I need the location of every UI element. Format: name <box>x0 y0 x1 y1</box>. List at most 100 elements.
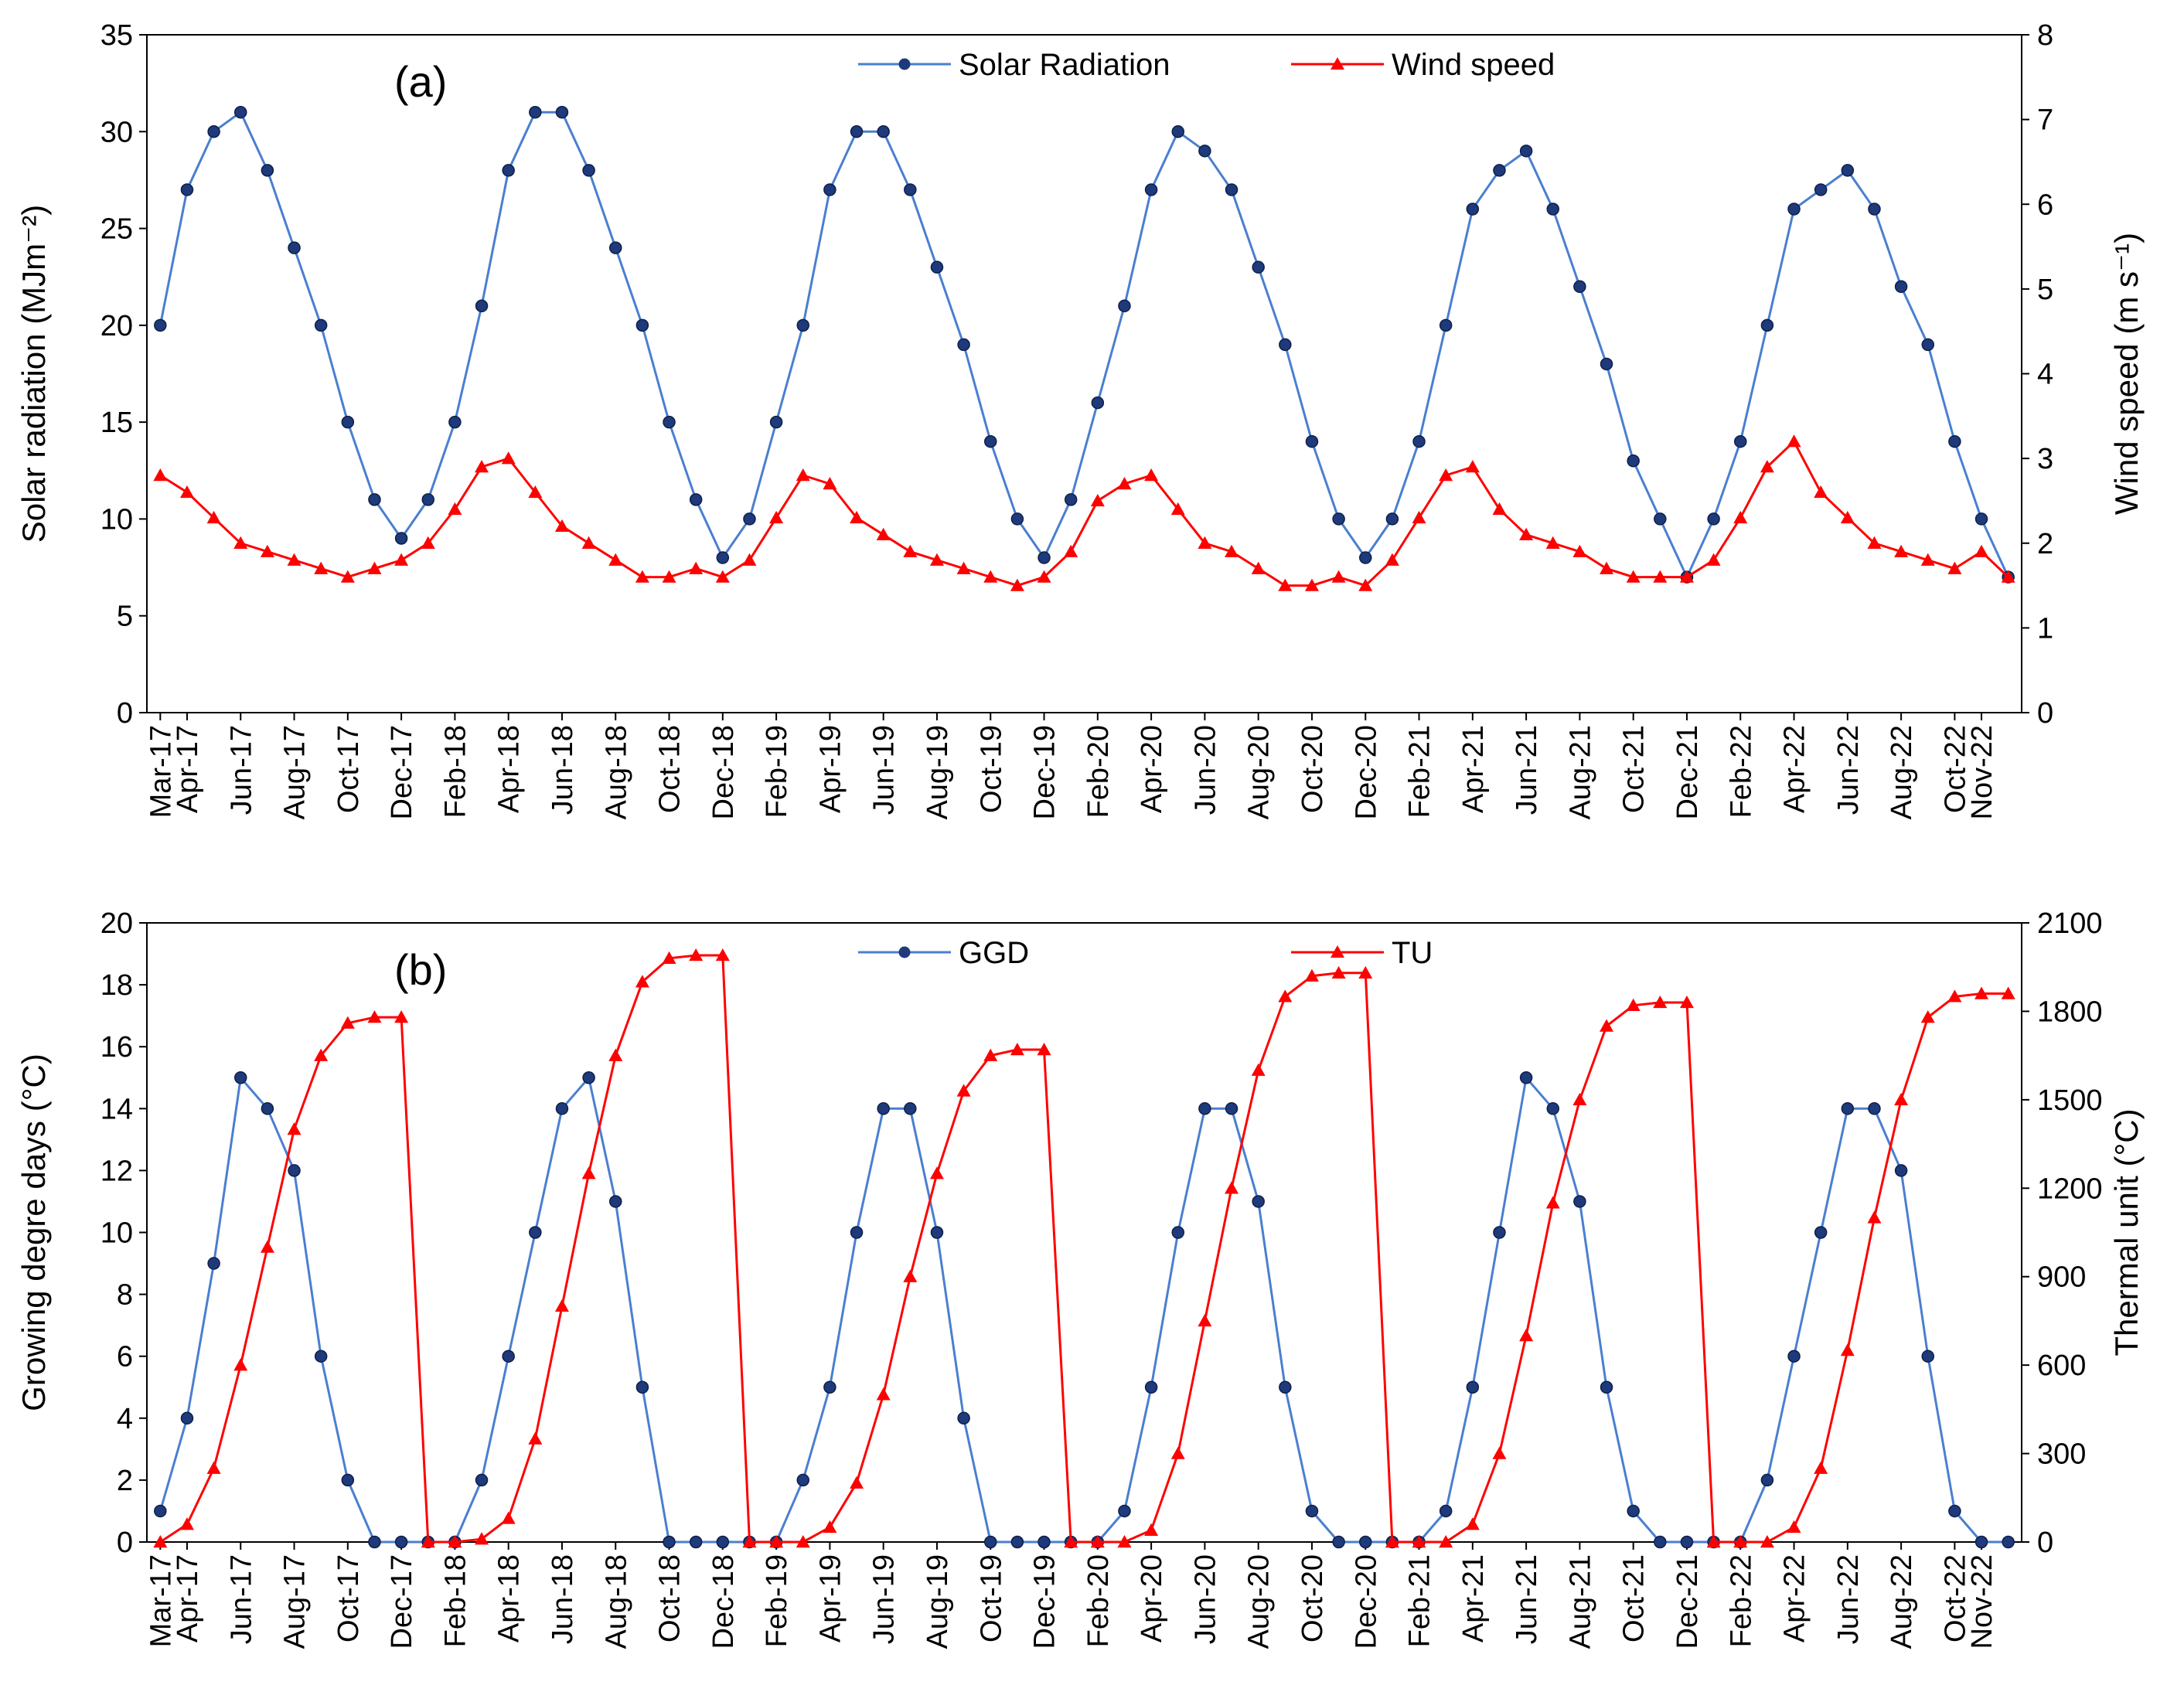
point <box>529 1226 542 1239</box>
x-tick-label: Aug-19 <box>922 725 954 820</box>
point <box>1037 1535 1051 1549</box>
point <box>1465 460 1480 473</box>
point <box>1894 280 1908 293</box>
point <box>1225 544 1239 557</box>
x-tick-label: Apr-22 <box>1779 725 1811 813</box>
point <box>1118 299 1131 313</box>
point <box>1412 434 1426 448</box>
legend-marker <box>898 58 911 70</box>
point <box>689 493 703 506</box>
y2-tick-label: 3 <box>2037 443 2053 475</box>
point <box>1010 1535 1024 1549</box>
x-tick-label: Apr-21 <box>1457 725 1490 813</box>
point <box>501 1511 516 1524</box>
point <box>2001 570 2015 583</box>
point <box>796 468 810 482</box>
point <box>1626 570 1641 583</box>
point <box>554 519 569 533</box>
x-tick-label: Dec-21 <box>1671 725 1704 820</box>
point <box>314 561 329 574</box>
y-tick-label: 0 <box>117 697 133 730</box>
y2-tick-label: 600 <box>2037 1350 2086 1382</box>
point <box>850 1476 864 1489</box>
x-tick-label: Apr-17 <box>172 1554 204 1642</box>
point <box>1760 1473 1774 1487</box>
point <box>715 948 730 962</box>
point <box>1144 1523 1159 1536</box>
series-line <box>158 1074 2009 1544</box>
x-tick-label: Dec-19 <box>1029 725 1061 820</box>
point <box>1198 1102 1211 1115</box>
point <box>1251 561 1266 574</box>
y2-tick-label: 300 <box>2037 1438 2086 1471</box>
point <box>1654 512 1667 526</box>
point <box>715 570 730 583</box>
point <box>850 125 864 138</box>
y2-tick-label: 2 <box>2037 528 2053 560</box>
x-tick-label: Jun-22 <box>1832 725 1865 815</box>
x-tick-label: Oct-21 <box>1618 725 1651 813</box>
point <box>662 570 676 583</box>
point <box>1010 1043 1024 1056</box>
point <box>1170 502 1185 516</box>
x-tick-label: Aug-17 <box>279 725 312 820</box>
point <box>1627 454 1640 468</box>
y-tick-label: 35 <box>101 19 133 52</box>
point <box>1572 1092 1587 1106</box>
point <box>689 561 704 574</box>
point <box>1412 510 1426 524</box>
point <box>956 1084 971 1097</box>
x-tick-label: Apr-19 <box>814 725 847 813</box>
point <box>555 1102 569 1115</box>
point <box>475 1532 489 1545</box>
point <box>877 125 890 138</box>
point <box>367 1010 382 1023</box>
point <box>608 553 623 566</box>
y-tick-label: 8 <box>117 1279 133 1312</box>
point <box>1492 502 1507 516</box>
y2-tick-label: 1500 <box>2037 1084 2103 1117</box>
y2-tick-label: 1 <box>2037 612 2053 645</box>
point <box>716 551 730 564</box>
point <box>1037 570 1051 583</box>
point <box>1760 1535 1774 1548</box>
point <box>1572 544 1587 557</box>
point <box>153 468 168 482</box>
y-tick-label: 10 <box>101 1217 133 1250</box>
point <box>877 1102 890 1115</box>
x-tick-label: Apr-17 <box>172 725 204 813</box>
point <box>1064 1535 1078 1548</box>
series-line <box>159 439 2009 587</box>
series-line <box>159 954 2009 1544</box>
x-tick-label: Apr-18 <box>493 1554 526 1642</box>
point <box>1894 544 1909 557</box>
point <box>1010 578 1024 591</box>
legend-marker <box>898 946 911 958</box>
x-tick-label: Aug-18 <box>600 725 632 820</box>
point <box>904 1102 917 1115</box>
x-tick-label: Dec-19 <box>1029 1554 1061 1649</box>
point <box>1493 1226 1506 1239</box>
plot-area <box>146 34 2022 713</box>
point <box>394 1535 408 1549</box>
x-tick-label: Apr-22 <box>1779 1554 1811 1642</box>
x-tick-label: Apr-19 <box>814 1554 847 1642</box>
point <box>1546 203 1559 216</box>
point <box>635 1380 649 1394</box>
y-tick-label: 10 <box>101 503 133 536</box>
point <box>1225 1102 1239 1115</box>
point <box>475 460 489 473</box>
point <box>742 553 757 566</box>
point <box>983 570 998 583</box>
x-tick-label: Feb-18 <box>439 1554 472 1647</box>
point <box>234 105 247 119</box>
point <box>288 1164 301 1177</box>
point <box>1144 468 1159 482</box>
point <box>1359 1535 1372 1549</box>
point <box>1225 183 1239 196</box>
x-tick-label: Jun-17 <box>225 1554 257 1644</box>
point <box>1733 510 1748 524</box>
point <box>179 485 194 499</box>
point <box>1974 1535 1988 1549</box>
point <box>929 1166 944 1179</box>
